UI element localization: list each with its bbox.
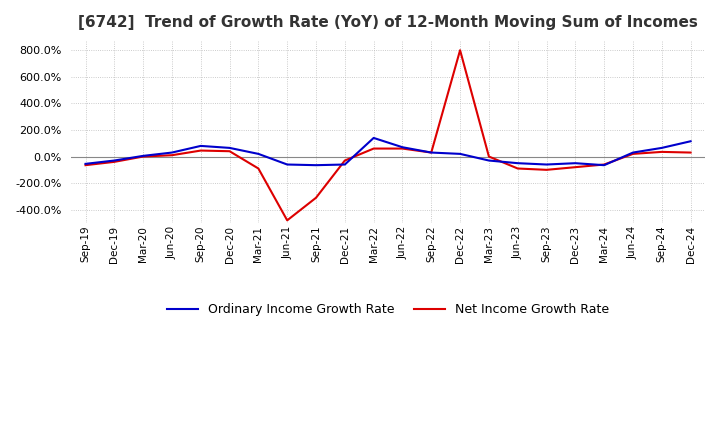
Ordinary Income Growth Rate — [168, 150, 176, 155]
Net Income Growth Rate — [542, 167, 551, 172]
Ordinary Income Growth Rate — [341, 162, 349, 167]
Ordinary Income Growth Rate — [513, 161, 522, 166]
Net Income Growth Rate — [600, 162, 608, 167]
Net Income Growth Rate — [81, 162, 90, 168]
Net Income Growth Rate — [456, 48, 464, 53]
Net Income Growth Rate — [312, 195, 320, 200]
Ordinary Income Growth Rate — [427, 150, 436, 155]
Ordinary Income Growth Rate — [485, 158, 493, 163]
Ordinary Income Growth Rate — [600, 162, 608, 168]
Ordinary Income Growth Rate — [81, 161, 90, 166]
Net Income Growth Rate — [398, 146, 407, 151]
Ordinary Income Growth Rate — [369, 135, 378, 140]
Line: Net Income Growth Rate: Net Income Growth Rate — [86, 50, 690, 220]
Net Income Growth Rate — [110, 159, 119, 165]
Ordinary Income Growth Rate — [629, 150, 637, 155]
Ordinary Income Growth Rate — [225, 145, 234, 150]
Ordinary Income Growth Rate — [456, 151, 464, 157]
Net Income Growth Rate — [341, 158, 349, 163]
Ordinary Income Growth Rate — [686, 139, 695, 144]
Ordinary Income Growth Rate — [139, 153, 148, 158]
Ordinary Income Growth Rate — [312, 162, 320, 168]
Net Income Growth Rate — [513, 166, 522, 171]
Net Income Growth Rate — [657, 149, 666, 154]
Net Income Growth Rate — [139, 154, 148, 159]
Ordinary Income Growth Rate — [398, 145, 407, 150]
Ordinary Income Growth Rate — [110, 158, 119, 163]
Ordinary Income Growth Rate — [542, 162, 551, 167]
Ordinary Income Growth Rate — [571, 161, 580, 166]
Net Income Growth Rate — [485, 154, 493, 159]
Net Income Growth Rate — [168, 153, 176, 158]
Net Income Growth Rate — [254, 166, 263, 171]
Legend: Ordinary Income Growth Rate, Net Income Growth Rate: Ordinary Income Growth Rate, Net Income … — [162, 298, 614, 322]
Net Income Growth Rate — [629, 151, 637, 157]
Ordinary Income Growth Rate — [283, 162, 292, 167]
Title: [6742]  Trend of Growth Rate (YoY) of 12-Month Moving Sum of Incomes: [6742] Trend of Growth Rate (YoY) of 12-… — [78, 15, 698, 30]
Ordinary Income Growth Rate — [254, 151, 263, 157]
Line: Ordinary Income Growth Rate: Ordinary Income Growth Rate — [86, 138, 690, 165]
Net Income Growth Rate — [571, 165, 580, 170]
Net Income Growth Rate — [686, 150, 695, 155]
Net Income Growth Rate — [369, 146, 378, 151]
Net Income Growth Rate — [283, 218, 292, 223]
Net Income Growth Rate — [197, 148, 205, 153]
Net Income Growth Rate — [427, 150, 436, 155]
Ordinary Income Growth Rate — [197, 143, 205, 149]
Net Income Growth Rate — [225, 149, 234, 154]
Ordinary Income Growth Rate — [657, 145, 666, 150]
